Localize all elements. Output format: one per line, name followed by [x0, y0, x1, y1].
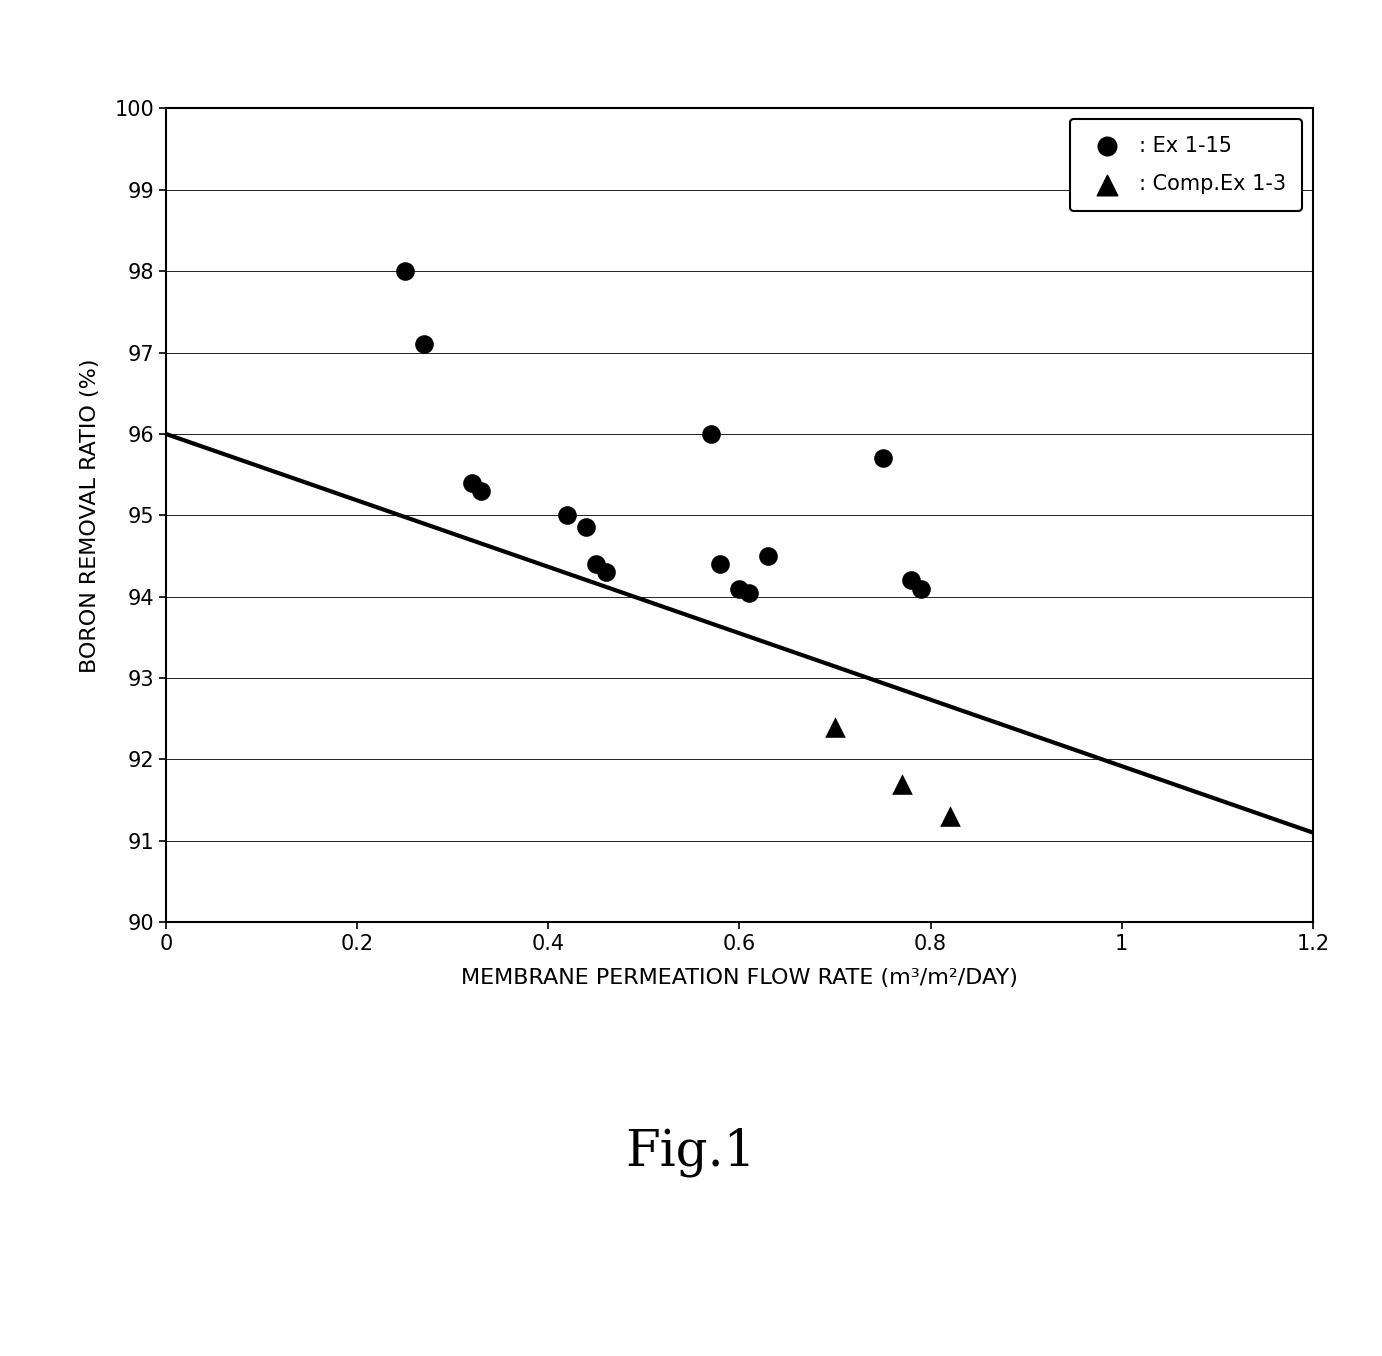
Point — [738, 582, 760, 603]
Point — [728, 578, 750, 599]
Point — [891, 773, 914, 795]
Point — [909, 578, 931, 599]
Point — [699, 423, 721, 445]
Legend: : Ex 1-15, : Comp.Ex 1-3: : Ex 1-15, : Comp.Ex 1-3 — [1070, 119, 1302, 212]
Point — [556, 504, 578, 526]
Point — [872, 447, 894, 469]
Point — [575, 517, 597, 538]
Point — [460, 472, 482, 494]
Text: Fig.1: Fig.1 — [626, 1128, 756, 1177]
Point — [470, 480, 492, 502]
Point — [594, 561, 616, 583]
X-axis label: MEMBRANE PERMEATION FLOW RATE (m³/m²/DAY): MEMBRANE PERMEATION FLOW RATE (m³/m²/DAY… — [462, 968, 1017, 987]
Y-axis label: BORON REMOVAL RATIO (%): BORON REMOVAL RATIO (%) — [80, 358, 101, 673]
Point — [709, 553, 731, 575]
Point — [901, 570, 923, 591]
Point — [394, 260, 416, 282]
Point — [585, 553, 607, 575]
Point — [413, 334, 435, 355]
Point — [757, 545, 779, 567]
Point — [938, 805, 960, 827]
Point — [824, 716, 846, 738]
